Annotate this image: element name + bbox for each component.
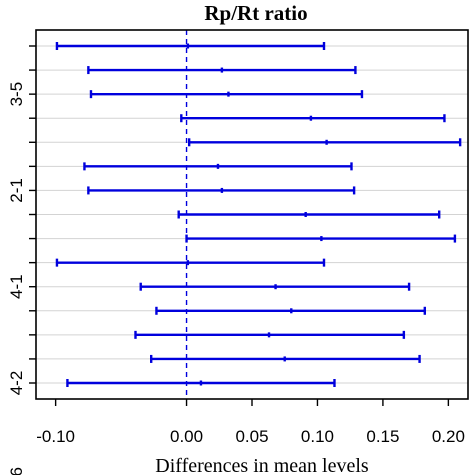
x-tick-label: -0.10 bbox=[36, 427, 75, 446]
y-tick-label: 3-5 bbox=[7, 82, 26, 107]
y-tick-label: 4-6 bbox=[7, 467, 26, 475]
x-axis-ticks: -0.10 0.00 0.05 0.10 0.15 0.20 bbox=[36, 399, 465, 446]
x-tick-label: 0.15 bbox=[366, 427, 399, 446]
x-tick-label: 0.05 bbox=[235, 427, 268, 446]
x-axis-label: Differences in mean levels bbox=[155, 455, 369, 475]
x-tick-label: 0.20 bbox=[432, 427, 465, 446]
x-tick-label: 0.10 bbox=[301, 427, 334, 446]
y-tick-label: 2-1 bbox=[7, 178, 26, 203]
x-tick-label: 0.00 bbox=[170, 427, 203, 446]
y-axis-ticks: 3-5 2-1 4-1 4-2 4-6 bbox=[7, 45, 36, 475]
confidence-intervals bbox=[55, 42, 462, 387]
y-tick-label: 4-2 bbox=[7, 371, 26, 396]
chart-title: Rp/Rt ratio bbox=[204, 1, 307, 25]
y-tick-label: 4-1 bbox=[7, 274, 26, 299]
